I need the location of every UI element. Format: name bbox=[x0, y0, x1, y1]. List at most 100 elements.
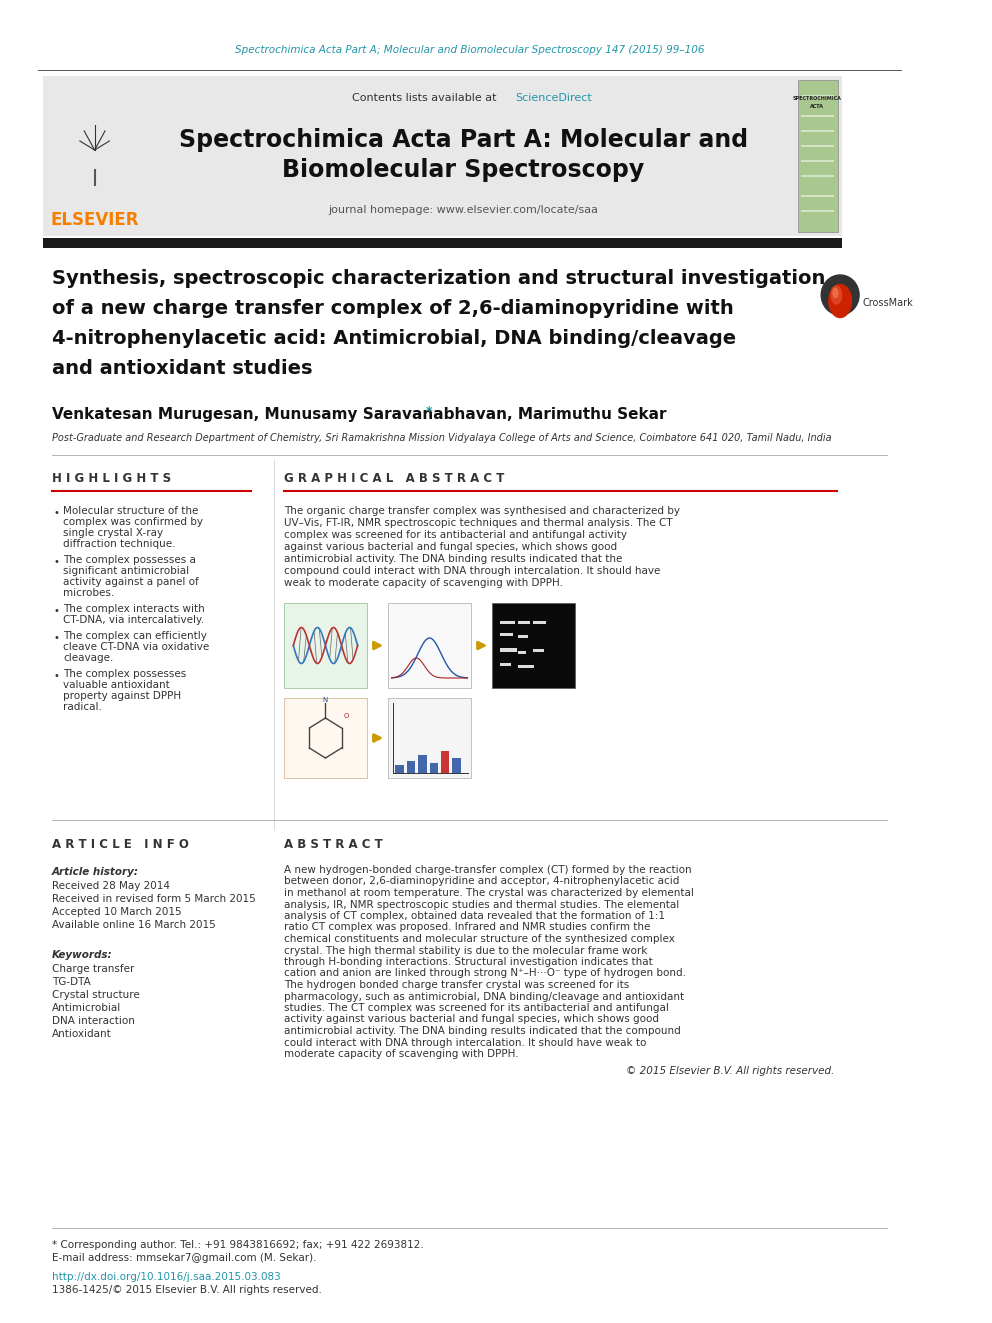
Text: The organic charge transfer complex was synthesised and characterized by: The organic charge transfer complex was … bbox=[284, 505, 680, 516]
Text: microbes.: microbes. bbox=[63, 587, 115, 598]
Text: O: O bbox=[343, 713, 349, 718]
Text: E-mail address: mmsekar7@gmail.com (M. Sekar).: E-mail address: mmsekar7@gmail.com (M. S… bbox=[52, 1253, 316, 1263]
Text: weak to moderate capacity of scavenging with DPPH.: weak to moderate capacity of scavenging … bbox=[284, 578, 562, 587]
Bar bbox=[802, 146, 834, 147]
Text: Contents lists available at: Contents lists available at bbox=[352, 93, 500, 103]
Text: Keywords:: Keywords: bbox=[52, 950, 113, 960]
Text: activity against various bacterial and fungal species, which shows good: activity against various bacterial and f… bbox=[284, 1015, 659, 1024]
Text: between donor, 2,6-diaminopyridine and acceptor, 4-nitrophenylacetic acid: between donor, 2,6-diaminopyridine and a… bbox=[284, 877, 680, 886]
Bar bbox=[519, 620, 530, 624]
Text: analysis, IR, NMR spectroscopic studies and thermal studies. The elemental: analysis, IR, NMR spectroscopic studies … bbox=[284, 900, 680, 909]
Text: 1386-1425/© 2015 Elsevier B.V. All rights reserved.: 1386-1425/© 2015 Elsevier B.V. All right… bbox=[52, 1285, 322, 1295]
Text: DNA interaction: DNA interaction bbox=[52, 1016, 135, 1027]
Text: UV–Vis, FT-IR, NMR spectroscopic techniques and thermal analysis. The CT: UV–Vis, FT-IR, NMR spectroscopic techniq… bbox=[284, 519, 673, 528]
Text: Synthesis, spectroscopic characterization and structural investigation: Synthesis, spectroscopic characterizatio… bbox=[52, 269, 825, 287]
Text: The hydrogen bonded charge transfer crystal was screened for its: The hydrogen bonded charge transfer crys… bbox=[284, 980, 629, 990]
Circle shape bbox=[821, 275, 859, 315]
Bar bbox=[802, 160, 834, 161]
Bar bbox=[440, 751, 449, 773]
Text: •: • bbox=[54, 557, 60, 568]
Text: journal homepage: www.elsevier.com/locate/saa: journal homepage: www.elsevier.com/locat… bbox=[328, 205, 598, 216]
Text: chemical constituents and molecular structure of the synthesized complex: chemical constituents and molecular stru… bbox=[284, 934, 675, 945]
Ellipse shape bbox=[828, 284, 851, 318]
Text: Biomolecular Spectroscopy: Biomolecular Spectroscopy bbox=[283, 157, 645, 183]
Bar bbox=[500, 648, 517, 652]
Text: * Corresponding author. Tel.: +91 9843816692; fax; +91 422 2693812.: * Corresponding author. Tel.: +91 984381… bbox=[52, 1240, 424, 1250]
Bar bbox=[500, 632, 513, 636]
Text: cleavage.: cleavage. bbox=[63, 654, 114, 663]
Text: © 2015 Elsevier B.V. All rights reserved.: © 2015 Elsevier B.V. All rights reserved… bbox=[626, 1066, 834, 1077]
Text: ELSEVIER: ELSEVIER bbox=[51, 210, 139, 229]
Bar bbox=[802, 95, 834, 97]
Text: •: • bbox=[54, 606, 60, 617]
Text: •: • bbox=[54, 508, 60, 519]
Bar bbox=[533, 620, 546, 624]
Text: in methanol at room temperature. The crystal was characterized by elemental: in methanol at room temperature. The cry… bbox=[284, 888, 693, 898]
Text: http://dx.doi.org/10.1016/j.saa.2015.03.083: http://dx.doi.org/10.1016/j.saa.2015.03.… bbox=[52, 1271, 281, 1282]
Text: Spectrochimica Acta Part A: Molecular and: Spectrochimica Acta Part A: Molecular an… bbox=[179, 128, 748, 152]
Text: SPECTROCHIMICA: SPECTROCHIMICA bbox=[793, 95, 842, 101]
Bar bbox=[430, 763, 438, 773]
Text: property against DPPH: property against DPPH bbox=[63, 691, 182, 701]
Text: ACTA: ACTA bbox=[810, 105, 824, 110]
Text: compound could interact with DNA through intercalation. It should have: compound could interact with DNA through… bbox=[284, 566, 661, 576]
Text: and antioxidant studies: and antioxidant studies bbox=[52, 359, 312, 377]
Text: single crystal X-ray: single crystal X-ray bbox=[63, 528, 164, 538]
Bar bbox=[388, 699, 471, 778]
Bar bbox=[284, 603, 367, 688]
Text: A R T I C L E   I N F O: A R T I C L E I N F O bbox=[52, 839, 188, 852]
Text: *: * bbox=[426, 405, 433, 418]
Text: moderate capacity of scavenging with DPPH.: moderate capacity of scavenging with DPP… bbox=[284, 1049, 519, 1058]
Text: could interact with DNA through intercalation. It should have weak to: could interact with DNA through intercal… bbox=[284, 1037, 646, 1048]
Text: Antimicrobial: Antimicrobial bbox=[52, 1003, 121, 1013]
Text: pharmacology, such as antimicrobial, DNA binding/cleavage and antioxidant: pharmacology, such as antimicrobial, DNA… bbox=[284, 991, 683, 1002]
Text: analysis of CT complex, obtained data revealed that the formation of 1:1: analysis of CT complex, obtained data re… bbox=[284, 912, 665, 921]
Bar bbox=[802, 130, 834, 132]
Ellipse shape bbox=[833, 288, 838, 298]
Text: N: N bbox=[322, 697, 328, 703]
Text: ScienceDirect: ScienceDirect bbox=[516, 93, 592, 103]
Text: The complex can efficiently: The complex can efficiently bbox=[63, 631, 207, 642]
Bar bbox=[500, 663, 511, 665]
Text: Charge transfer: Charge transfer bbox=[52, 964, 134, 974]
Text: CT-DNA, via intercalatively.: CT-DNA, via intercalatively. bbox=[63, 615, 204, 624]
Text: 4-nitrophenylacetic acid: Antimicrobial, DNA binding/cleavage: 4-nitrophenylacetic acid: Antimicrobial,… bbox=[52, 328, 736, 348]
Bar bbox=[452, 758, 460, 773]
Bar bbox=[43, 238, 842, 247]
Text: Spectrochimica Acta Part A; Molecular and Biomolecular Spectroscopy 147 (2015) 9: Spectrochimica Acta Part A; Molecular an… bbox=[234, 45, 704, 56]
Text: Post-Graduate and Research Department of Chemistry, Sri Ramakrishna Mission Vidy: Post-Graduate and Research Department of… bbox=[52, 433, 831, 443]
Text: The complex interacts with: The complex interacts with bbox=[63, 605, 205, 614]
Bar bbox=[802, 175, 834, 177]
Text: complex was screened for its antibacterial and antifungal activity: complex was screened for its antibacteri… bbox=[284, 531, 627, 540]
Text: Article history:: Article history: bbox=[52, 867, 139, 877]
Text: CrossMark: CrossMark bbox=[863, 298, 914, 308]
Bar bbox=[396, 765, 404, 773]
Text: activity against a panel of: activity against a panel of bbox=[63, 577, 199, 587]
Bar bbox=[492, 603, 575, 688]
Text: Received 28 May 2014: Received 28 May 2014 bbox=[52, 881, 170, 890]
Bar bbox=[798, 79, 838, 232]
Text: G R A P H I C A L   A B S T R A C T: G R A P H I C A L A B S T R A C T bbox=[284, 471, 504, 484]
Text: radical.: radical. bbox=[63, 703, 102, 712]
Text: Venkatesan Murugesan, Munusamy Saravanabhavan, Marimuthu Sekar: Venkatesan Murugesan, Munusamy Saravanab… bbox=[52, 407, 667, 422]
Text: antimicrobial activity. The DNA binding results indicated that the: antimicrobial activity. The DNA binding … bbox=[284, 554, 622, 564]
Text: ratio CT complex was proposed. Infrared and NMR studies confirm the: ratio CT complex was proposed. Infrared … bbox=[284, 922, 650, 933]
Text: Crystal structure: Crystal structure bbox=[52, 990, 140, 1000]
Bar bbox=[388, 603, 471, 688]
Text: The complex possesses: The complex possesses bbox=[63, 669, 186, 679]
Text: A B S T R A C T: A B S T R A C T bbox=[284, 839, 383, 852]
Text: complex was confirmed by: complex was confirmed by bbox=[63, 517, 203, 527]
Text: against various bacterial and fungal species, which shows good: against various bacterial and fungal spe… bbox=[284, 542, 617, 552]
Bar bbox=[519, 651, 526, 654]
Text: diffraction technique.: diffraction technique. bbox=[63, 538, 176, 549]
Ellipse shape bbox=[831, 286, 841, 304]
Text: cleave CT-DNA via oxidative: cleave CT-DNA via oxidative bbox=[63, 642, 209, 652]
Text: •: • bbox=[54, 632, 60, 643]
Text: crystal. The high thermal stability is due to the molecular frame work: crystal. The high thermal stability is d… bbox=[284, 946, 647, 955]
Text: •: • bbox=[54, 671, 60, 681]
Bar bbox=[419, 755, 427, 773]
Bar bbox=[802, 194, 834, 197]
Text: of a new charge transfer complex of 2,6-diaminopyridine with: of a new charge transfer complex of 2,6-… bbox=[52, 299, 734, 318]
Bar bbox=[407, 761, 416, 773]
Text: A new hydrogen-bonded charge-transfer complex (CT) formed by the reaction: A new hydrogen-bonded charge-transfer co… bbox=[284, 865, 691, 875]
